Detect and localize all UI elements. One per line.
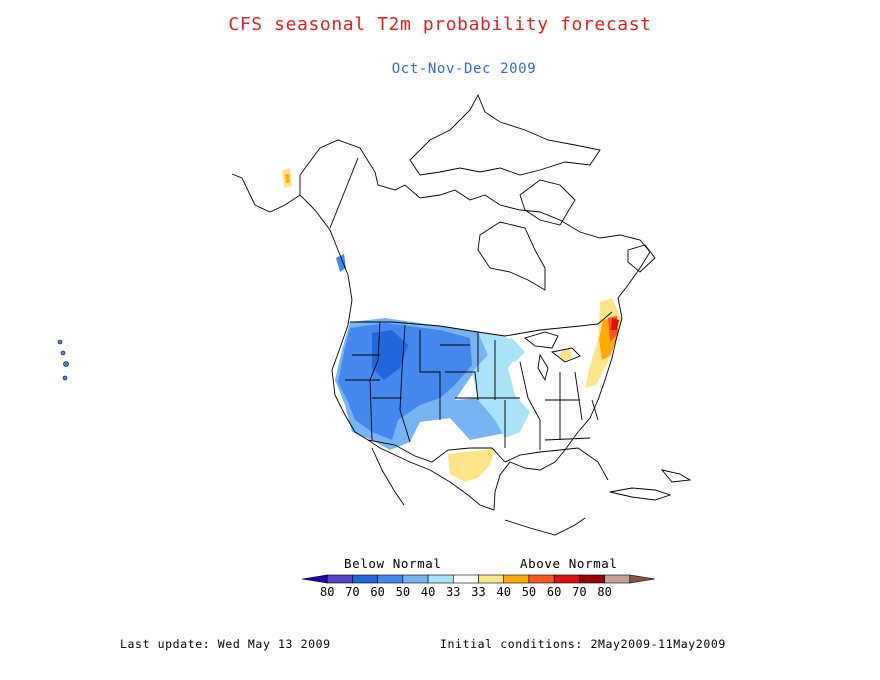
colorbar-swatch [579, 574, 605, 584]
colorbar-swatch [326, 574, 353, 584]
above-normal-region-40 [448, 448, 495, 482]
above-normal-region-ne-70 [611, 318, 619, 330]
above-normal-region-alaska-core [285, 174, 290, 183]
below-normal-region-pacific [336, 254, 346, 272]
below-normal-region-60 [372, 330, 408, 380]
map-subtitle: Oct-Nov-Dec 2009 [391, 61, 537, 77]
cuba [609, 487, 672, 501]
colorbar-swatch [528, 574, 555, 584]
colorbar: 80 70 60 50 40 33 33 40 50 60 70 80 [301, 574, 656, 599]
colorbar-swatch [402, 574, 429, 584]
hawaii-island-3 [63, 361, 69, 367]
hawaii-island-2 [60, 350, 66, 356]
colorbar-tick-label: 80 [597, 585, 611, 599]
colorbar-swatch [301, 574, 328, 584]
initial-conditions-text: Initial conditions: 2May2009-11May2009 [440, 637, 726, 651]
colorbar-tick-label: 40 [496, 585, 510, 599]
legend-above-normal-label: Above Normal [520, 556, 618, 571]
north-america-coastline [299, 139, 651, 511]
below-normal-region-33b [498, 338, 525, 362]
last-update-text: Last update: Wed May 13 2009 [120, 637, 331, 651]
below-normal-region-50 [338, 323, 472, 440]
baja-california [371, 447, 405, 506]
colorbar-swatch [478, 574, 505, 584]
colorbar-tick-label: 50 [522, 585, 536, 599]
colorbar-swatch [604, 574, 631, 584]
baffin-island [519, 179, 576, 226]
colorbar-swatch [427, 574, 454, 584]
colorbar-swatch [352, 574, 378, 584]
mexico-border [367, 439, 506, 463]
hawaii-island-1 [57, 339, 63, 345]
colorbar-tick-label: 60 [370, 585, 384, 599]
above-normal-region-lakes [560, 348, 572, 362]
canada-us-border [350, 311, 613, 337]
colorbar-tick-label: 70 [572, 585, 586, 599]
colorbar-tick-label: 50 [396, 585, 410, 599]
hawaii-islands [57, 339, 69, 381]
hispaniola [660, 469, 692, 483]
below-normal-region-33 [472, 332, 530, 438]
legend-below-normal-label: Below Normal [344, 556, 442, 571]
us-state-lines [345, 321, 599, 450]
gulf-coast [504, 447, 609, 481]
alaska-peninsula [231, 173, 301, 213]
central-america [504, 517, 586, 536]
hudson-bay [477, 221, 546, 291]
probability-shading [282, 168, 622, 482]
hawaii-island-4 [62, 375, 68, 381]
colorbar-swatch [503, 574, 530, 584]
colorbar-swatch [629, 574, 656, 584]
colorbar-swatch [553, 574, 580, 584]
land-outlines [231, 93, 692, 536]
colorbar-tick-label: 70 [345, 585, 359, 599]
great-lakes [524, 331, 581, 382]
colorbar-tick-label: 80 [320, 585, 334, 599]
colorbar-tick-label: 60 [547, 585, 561, 599]
colorbar-tick-label: 33 [471, 585, 485, 599]
colorbar-tick-label: 33 [446, 585, 460, 599]
newfoundland [627, 244, 656, 273]
alaska-canada-border [329, 157, 359, 229]
map-title: CFS seasonal T2m probability forecast [228, 14, 652, 35]
colorbar-swatch [377, 574, 404, 584]
colorbar-tick-label: 40 [421, 585, 435, 599]
colorbar-swatch [452, 574, 479, 584]
arctic-islands [409, 93, 601, 176]
